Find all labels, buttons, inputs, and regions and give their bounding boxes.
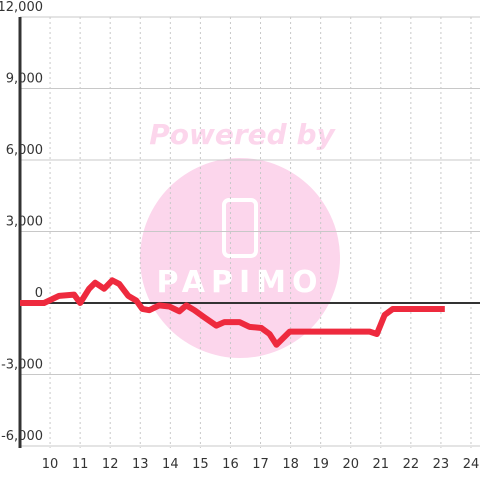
x-tick-label: 18	[282, 457, 299, 472]
x-tick-label: 23	[433, 457, 450, 472]
watermark-text: Powered by	[149, 118, 336, 151]
x-tick-label: 20	[342, 457, 359, 472]
x-tick-label: 24	[463, 457, 480, 472]
x-tick-label: 10	[42, 457, 59, 472]
line-series	[20, 277, 445, 348]
watermark-icon	[222, 198, 258, 258]
y-tick-label: 6,000	[6, 143, 43, 158]
watermark-logo: PAPIMO	[157, 265, 324, 300]
x-tick-label: 14	[162, 457, 179, 472]
y-tick-label: 3,000	[6, 215, 43, 230]
x-tick-label: 13	[132, 457, 149, 472]
x-tick-label: 17	[252, 457, 269, 472]
y-tick-label: 9,000	[6, 72, 43, 87]
x-tick-label: 12	[102, 457, 119, 472]
x-tick-label: 22	[403, 457, 420, 472]
y-tick-label: 0	[35, 286, 43, 301]
x-tick-label: 16	[222, 457, 239, 472]
y-tick-label: -3,000	[1, 358, 43, 373]
x-tick-label: 21	[373, 457, 390, 472]
x-tick-label: 15	[192, 457, 209, 472]
x-tick-label: 19	[312, 457, 329, 472]
x-tick-label: 11	[72, 457, 89, 472]
y-tick-label: -6,000	[1, 429, 43, 444]
y-tick-label: 12,000	[0, 0, 43, 15]
